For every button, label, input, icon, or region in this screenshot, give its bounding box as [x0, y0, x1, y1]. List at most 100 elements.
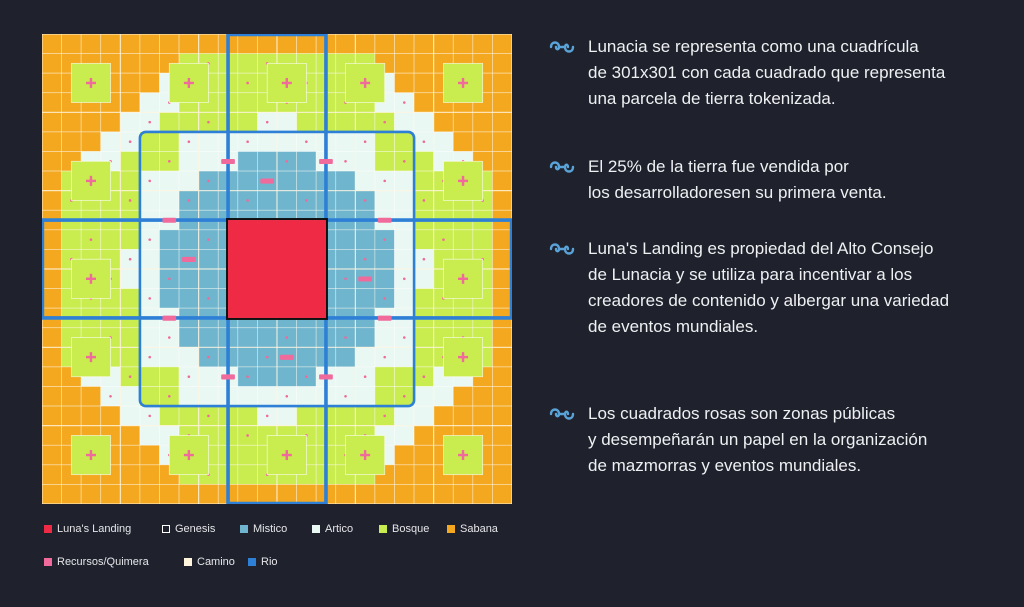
resource-dot	[383, 414, 387, 418]
recursos-bar	[279, 354, 294, 360]
map-tile-mistico	[198, 249, 219, 270]
map-tile-mistico	[354, 288, 376, 309]
map-tile-artico	[413, 405, 435, 427]
map-tile-artico	[198, 151, 219, 172]
map-tile-sabana	[42, 444, 62, 466]
resource-dot	[305, 375, 308, 379]
info-point-text: Luna's Landing es propiedad del Alto Con…	[588, 239, 950, 336]
map-tile-bosque	[413, 229, 435, 250]
resource-dot	[167, 394, 171, 398]
map-tile-artico	[394, 249, 415, 270]
resource-dot	[148, 355, 152, 359]
resource-dot	[305, 199, 308, 202]
map-tile-sabana	[296, 484, 317, 504]
map-tile-mistico	[335, 346, 356, 368]
map-tile-mistico	[159, 249, 180, 270]
map-tile-bosque	[119, 151, 141, 172]
resource-dot	[285, 394, 289, 398]
resource-dot	[167, 277, 171, 281]
map-tile-sabana	[100, 34, 121, 54]
recursos-bar	[319, 158, 333, 165]
map-tile-sabana	[257, 34, 278, 54]
map-tile-sabana	[42, 72, 62, 94]
recursos-bar	[221, 158, 235, 165]
map-tile-sabana	[452, 484, 474, 504]
map-tile-mistico	[354, 229, 376, 250]
map-tile-sabana	[335, 484, 356, 504]
resource-dot	[265, 120, 269, 124]
swirl-icon	[549, 408, 575, 420]
map-tile-sabana	[374, 484, 395, 504]
map-tile-sabana	[61, 131, 82, 152]
public-zone-plus	[363, 450, 367, 461]
map-tile-sabana	[452, 34, 474, 54]
legend-item-bosque: Bosque	[379, 523, 429, 535]
public-zone-plus	[461, 352, 465, 363]
map-tile-bosque	[413, 288, 435, 309]
map-tile-bosque	[374, 386, 395, 407]
legend-label: Luna's Landing	[57, 523, 132, 535]
resource-dot	[128, 140, 132, 144]
map-tile-sabana	[42, 268, 62, 289]
resource-dot	[285, 159, 289, 163]
map-tile-bosque	[119, 288, 141, 309]
resource-dot	[344, 336, 347, 339]
map-tile-artico	[354, 386, 376, 407]
resource-dot	[442, 238, 445, 241]
info-point-text: Lunacia se representa como una cuadrícul…	[588, 37, 946, 108]
info-point-text: El 25% de la tierra fue vendida por los …	[588, 157, 887, 202]
map-tile-sabana	[257, 484, 278, 504]
map-tile-sabana	[492, 346, 512, 368]
map-tile-sabana	[394, 444, 415, 466]
map-tile-bosque	[296, 111, 317, 133]
resource-dot	[422, 140, 426, 144]
legend-swatch	[248, 558, 256, 566]
resource-dot	[363, 375, 367, 379]
info-point: Lunacia se representa como una cuadrícul…	[548, 34, 945, 112]
map-tile-sabana	[61, 386, 82, 407]
legend-swatch	[184, 558, 192, 566]
public-zone-plus	[89, 450, 93, 461]
legend-item-sabana: Sabana	[447, 523, 498, 535]
info-point-text: Los cuadrados rosas son zonas públicas y…	[588, 404, 928, 475]
map-tile-bosque	[139, 386, 160, 407]
map-tile-mistico	[276, 170, 297, 192]
map-tile-artico	[354, 151, 376, 172]
public-zone-plus	[285, 450, 288, 461]
map-tile-mistico	[237, 170, 258, 192]
map-tile-sabana	[413, 444, 435, 466]
resource-dot	[383, 179, 387, 183]
public-zone-plus	[187, 450, 191, 461]
resource-dot	[187, 375, 191, 379]
map-tile-sabana	[354, 34, 376, 54]
map-tile-sabana	[119, 53, 141, 74]
map-tile-sabana	[394, 464, 415, 485]
map-tile-bosque	[119, 170, 141, 192]
resource-dot	[422, 375, 426, 379]
map-tile-bosque	[178, 111, 200, 133]
swirl-icon	[549, 41, 575, 53]
map-tile-sabana	[394, 34, 415, 54]
map-tile-sabana	[139, 72, 160, 94]
public-zone-plus	[461, 273, 465, 284]
recursos-bar	[358, 276, 372, 282]
map-tile-mistico	[159, 288, 180, 309]
lunacia-map	[42, 34, 512, 504]
map-tile-sabana	[42, 464, 62, 485]
legend-label: Recursos/Quimera	[57, 556, 149, 568]
map-tile-bosque	[237, 92, 258, 113]
legend-item-artico: Artico	[312, 523, 353, 535]
map-tile-bosque	[472, 229, 493, 250]
recursos-bar	[260, 178, 275, 184]
map-tile-mistico	[296, 346, 317, 368]
map-tile-artico	[394, 425, 415, 446]
legend-swatch	[44, 525, 52, 533]
resource-dot	[89, 238, 93, 241]
resource-dot	[383, 355, 387, 359]
map-tile-sabana	[413, 53, 435, 74]
map-tile-artico	[139, 92, 160, 113]
legend-item-lunas-landing: Luna's Landing	[44, 523, 131, 535]
resource-dot	[402, 101, 406, 104]
map-tile-artico	[119, 111, 141, 133]
map-tile-artico	[139, 268, 160, 289]
